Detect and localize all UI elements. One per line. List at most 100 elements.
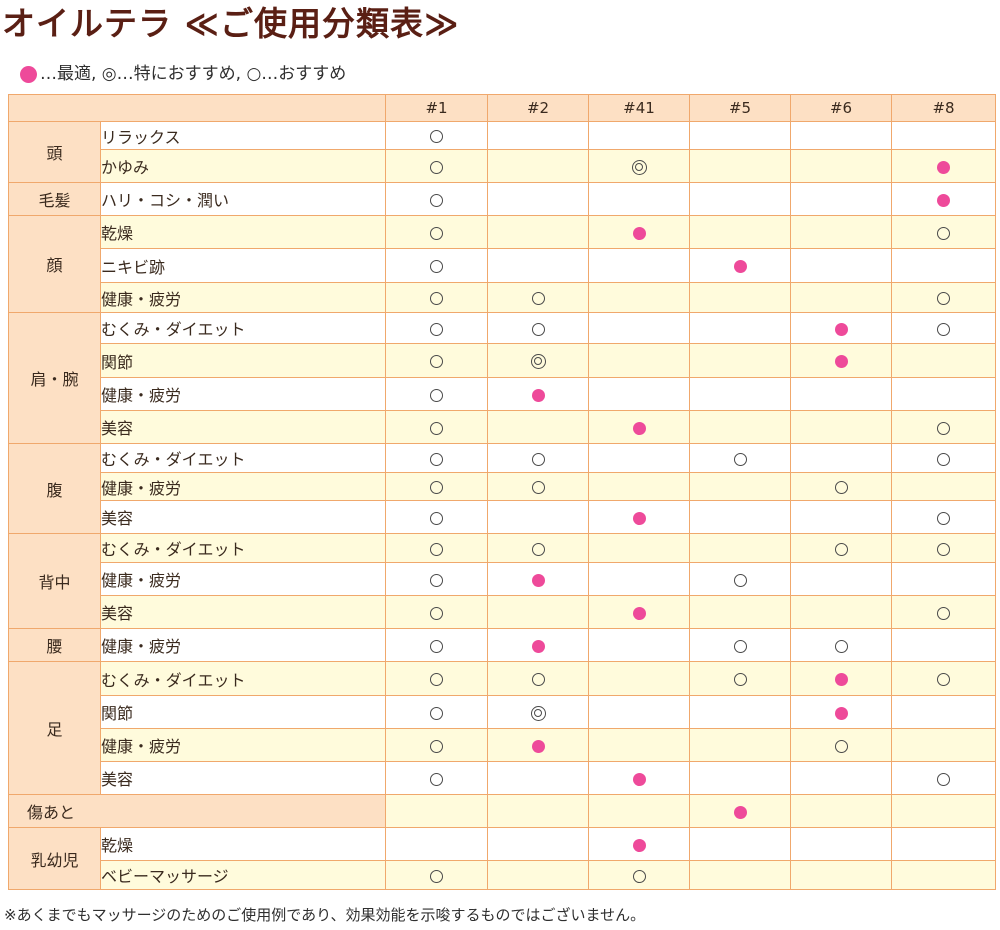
recommended-circle-icon	[430, 869, 443, 883]
mark-cell	[891, 443, 996, 473]
mark-cell	[487, 182, 589, 216]
recommended-circle-icon	[733, 639, 747, 653]
recommended-circle-icon	[531, 322, 545, 336]
purpose-label: むくみ・ダイエット	[100, 661, 386, 696]
table-row: 関節	[9, 695, 996, 729]
mark-cell	[790, 794, 892, 828]
mark-cell	[790, 661, 892, 696]
column-header: #8	[891, 94, 996, 122]
mark-cell	[790, 443, 892, 473]
best-dot-icon	[937, 193, 950, 207]
purpose-label: むくみ・ダイエット	[100, 533, 386, 563]
mark-cell	[588, 661, 690, 696]
mark-cell	[588, 282, 690, 313]
table-row: 背中 むくみ・ダイエット	[8, 533, 996, 629]
footnote: ※あくまでもマッサージのためのご使用例であり、効果効能を示唆するものではございま…	[4, 906, 646, 924]
recommended-circle-icon	[834, 542, 848, 556]
mark-cell	[487, 661, 589, 696]
best-dot-icon	[531, 639, 545, 653]
purpose-label: 健康・疲労	[100, 728, 386, 762]
recommended-circle-icon	[834, 481, 848, 494]
mark-cell	[689, 248, 791, 283]
mark-cell	[689, 533, 791, 563]
header-corner	[8, 94, 386, 122]
purpose-label: 乾燥	[100, 827, 386, 861]
table-row: 毛髪 ハリ・コシ・潤い	[8, 182, 996, 216]
table-row: 健康・疲労	[9, 282, 996, 313]
mark-cell	[689, 827, 791, 861]
mark-cell	[385, 377, 488, 411]
mark-cell	[891, 472, 996, 501]
purpose-label: ハリ・コシ・潤い	[100, 182, 386, 216]
purpose-label: 美容	[100, 595, 386, 629]
mark-cell	[385, 500, 488, 534]
recommended-circle-icon	[937, 511, 950, 525]
mark-cell	[790, 215, 892, 249]
mark-cell	[385, 149, 488, 183]
mark-cell	[487, 248, 589, 283]
mark-cell	[790, 312, 892, 344]
mark-cell	[385, 761, 488, 795]
recommended-circle-icon	[430, 452, 443, 466]
recommended-circle-icon	[430, 130, 443, 143]
mark-cell	[588, 343, 690, 378]
recommended-circle-icon	[531, 542, 545, 556]
table-row: 健康・疲労	[9, 472, 996, 501]
mark-cell	[689, 860, 791, 890]
table-row: 顔乾燥	[8, 215, 996, 313]
recommended-circle-icon	[430, 260, 443, 273]
recommended-circle-icon	[733, 452, 747, 466]
mark-cell	[385, 182, 488, 216]
mark-cell	[487, 533, 589, 563]
mark-cell	[385, 282, 488, 313]
best-dot-icon	[834, 673, 848, 686]
recommended-circle-icon	[430, 481, 443, 494]
best-dot-icon	[632, 838, 646, 852]
mark-cell	[588, 728, 690, 762]
purpose-label: 乾燥	[100, 215, 386, 249]
purpose-label: 健康・疲労	[100, 628, 386, 662]
table-row: 美容	[9, 761, 996, 795]
column-header: #2	[487, 94, 589, 122]
recommended-circle-icon	[430, 292, 443, 305]
recommended-circle-icon	[531, 673, 545, 686]
recommended-circle-icon	[937, 292, 950, 305]
table-row: 関節	[9, 343, 996, 378]
mark-cell	[891, 500, 996, 534]
mark-cell	[689, 761, 791, 795]
recommended-circle-icon	[937, 606, 950, 620]
mark-cell	[385, 215, 488, 249]
legend: …最適, ◎…特におすすめ, ○…おすすめ	[20, 60, 346, 88]
table-row: 腹むくみ・ダイエット	[8, 443, 996, 534]
mark-cell	[689, 377, 791, 411]
best-dot-icon	[531, 739, 545, 753]
recommended-circle-icon	[834, 639, 848, 653]
mark-cell	[588, 312, 690, 344]
mark-cell	[891, 248, 996, 283]
body-part-label: 腰	[8, 628, 101, 662]
table-row: 乳幼児 乾燥	[8, 827, 996, 890]
mark-cell	[487, 860, 589, 890]
recommended-circle-icon	[430, 673, 443, 686]
mark-cell	[487, 377, 589, 411]
mark-cell	[588, 410, 690, 444]
body-part-label: 顔	[8, 215, 101, 313]
mark-cell	[385, 628, 488, 662]
mark-cell	[689, 282, 791, 313]
mark-cell	[385, 533, 488, 563]
recommended-circle-icon	[733, 573, 747, 587]
recommended-circle-icon	[531, 452, 545, 466]
best-dot-icon	[834, 706, 848, 720]
mark-cell	[790, 827, 892, 861]
mark-cell	[790, 628, 892, 662]
mark-cell	[588, 182, 690, 216]
mark-cell	[790, 533, 892, 563]
mark-cell	[891, 215, 996, 249]
mark-cell	[689, 562, 791, 596]
mark-cell	[891, 377, 996, 411]
highly-recommended-double-circle-icon	[530, 705, 546, 721]
table-row: ベビーマッサージ	[9, 860, 996, 890]
mark-cell	[689, 215, 791, 249]
mark-cell	[891, 827, 996, 861]
body-part-label: 毛髪	[8, 182, 101, 216]
